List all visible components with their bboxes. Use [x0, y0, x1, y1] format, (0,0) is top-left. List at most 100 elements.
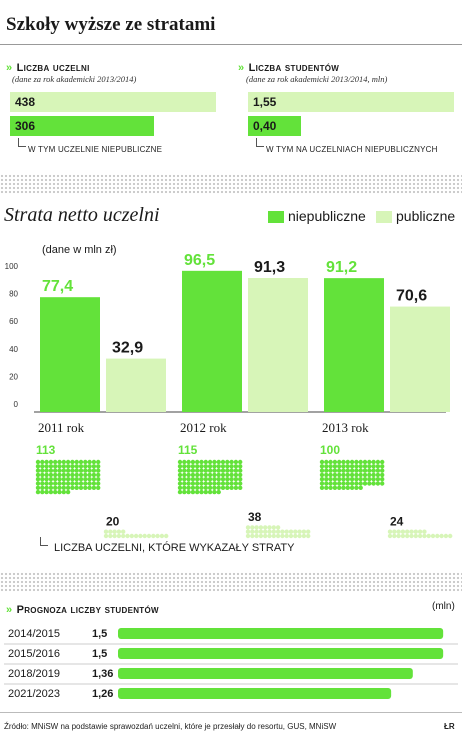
dot-niepubliczne: [354, 481, 359, 486]
dot-niepubliczne: [324, 468, 329, 473]
section-divider: [0, 572, 462, 592]
dot-niepubliczne: [186, 468, 191, 473]
dot-niepubliczne: [216, 489, 221, 495]
dot-publiczne: [267, 533, 272, 539]
dot-publiczne: [258, 525, 264, 530]
dot-niepubliczne: [57, 468, 62, 473]
uczelnie-total-fill: [10, 92, 216, 112]
dot-publiczne: [271, 533, 276, 539]
dot-niepubliczne: [328, 468, 333, 473]
dot-niepubliczne: [186, 472, 191, 478]
dot-niepubliczne: [216, 468, 221, 473]
dot-niepubliczne: [220, 481, 226, 486]
dot-niepubliczne: [319, 477, 325, 482]
dot-niepubliczne: [375, 472, 381, 478]
dot-niepubliczne: [332, 477, 338, 482]
dot-niepubliczne: [337, 468, 342, 473]
dot-niepubliczne: [337, 477, 342, 482]
dot-niepubliczne: [225, 459, 230, 465]
dot-publiczne: [417, 533, 423, 539]
dot-niepubliczne: [65, 464, 71, 469]
dot-publiczne: [396, 533, 401, 539]
dot-niepubliczne: [349, 459, 355, 465]
dot-niepubliczne: [44, 468, 49, 473]
dot-niepubliczne: [324, 459, 329, 465]
section-divider: [0, 174, 462, 194]
dot-niepubliczne: [48, 489, 54, 495]
dot-niepubliczne: [349, 468, 355, 473]
dot-niepubliczne: [207, 477, 213, 482]
dot-publiczne: [116, 533, 122, 539]
dot-niepubliczne: [96, 464, 101, 469]
dot-niepubliczne: [78, 481, 84, 486]
dot-publiczne: [275, 533, 281, 539]
forecast-bar: [118, 628, 444, 639]
dot-niepubliczne: [83, 477, 88, 482]
dot-publiczne: [245, 533, 251, 539]
dot-publiczne: [306, 529, 311, 534]
uczelnie-private-bar: 306: [10, 116, 216, 136]
dot-niepubliczne: [65, 481, 71, 486]
dot-niepubliczne: [190, 477, 196, 482]
dot-publiczne: [271, 529, 276, 534]
dot-publiczne: [275, 529, 281, 534]
dot-niepubliczne: [233, 472, 239, 478]
dots-group: 113 20 115 38 100 24: [35, 443, 453, 539]
uczelnie-total-bar: 438: [10, 92, 216, 112]
dot-niepubliczne: [91, 459, 97, 465]
dot-niepubliczne: [195, 477, 200, 482]
bar-publiczne-0: [106, 358, 166, 412]
dot-niepubliczne: [380, 472, 385, 478]
dot-niepubliczne: [57, 472, 62, 478]
dot-niepubliczne: [345, 464, 350, 469]
forecast-year-label: 2014/2015: [8, 628, 60, 640]
bar-value-label: 91,2: [326, 259, 357, 276]
dot-niepubliczne: [44, 481, 49, 486]
uczelnie-subtitle: (dane za rok akademicki 2013/2014): [12, 74, 137, 84]
dot-niepubliczne: [177, 489, 183, 495]
chevron-right-icon: »: [238, 62, 245, 74]
dot-publiczne: [297, 529, 302, 534]
dot-niepubliczne: [362, 464, 368, 469]
title-divider: [0, 44, 462, 45]
dot-count-label: 24: [390, 514, 404, 528]
dot-niepubliczne: [380, 481, 385, 486]
dot-niepubliczne: [324, 477, 329, 482]
forecast-year-label: 2021/2023: [8, 688, 60, 700]
dot-niepubliczne: [177, 459, 183, 465]
forecast-bar: [118, 688, 392, 699]
dot-niepubliczne: [238, 468, 243, 473]
dot-niepubliczne: [177, 481, 183, 486]
dot-niepubliczne: [74, 472, 79, 478]
dot-niepubliczne: [341, 459, 346, 465]
dot-publiczne: [271, 525, 276, 530]
bar-value-label: 91,3: [254, 259, 285, 276]
bar-value-label: 96,5: [184, 252, 215, 269]
dot-niepubliczne: [87, 477, 92, 482]
dot-publiczne: [263, 525, 268, 530]
dot-niepubliczne: [44, 464, 49, 469]
loss-chart: 0 20 40 60 80 100 77,4 32,9 2011 rok 96,5 91,3 201…: [5, 252, 450, 435]
dot-niepubliczne: [212, 489, 217, 495]
dot-publiczne: [400, 533, 406, 539]
dot-publiczne: [405, 529, 410, 534]
dot-publiczne: [254, 533, 259, 539]
dot-niepubliczne: [83, 468, 88, 473]
dot-niepubliczne: [207, 472, 213, 478]
dot-niepubliczne: [70, 472, 75, 478]
dot-niepubliczne: [367, 459, 372, 465]
dot-niepubliczne: [225, 477, 230, 482]
dot-niepubliczne: [57, 485, 62, 490]
prognoza-heading: » Prognoza liczby studentów: [6, 600, 159, 618]
dot-niepubliczne: [371, 477, 376, 482]
dot-publiczne: [250, 525, 255, 530]
dot-niepubliczne: [44, 459, 49, 465]
dot-niepubliczne: [177, 468, 183, 473]
dot-niepubliczne: [345, 459, 350, 465]
dot-publiczne: [254, 529, 259, 534]
dot-niepubliczne: [186, 477, 191, 482]
dot-niepubliczne: [35, 472, 41, 478]
dot-niepubliczne: [349, 481, 355, 486]
footer-source: Źródło: MNiSW na podstawie sprawozdań uc…: [4, 722, 337, 731]
dot-niepubliczne: [341, 481, 346, 486]
